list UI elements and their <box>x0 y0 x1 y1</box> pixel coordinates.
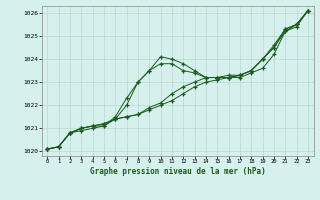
X-axis label: Graphe pression niveau de la mer (hPa): Graphe pression niveau de la mer (hPa) <box>90 167 266 176</box>
